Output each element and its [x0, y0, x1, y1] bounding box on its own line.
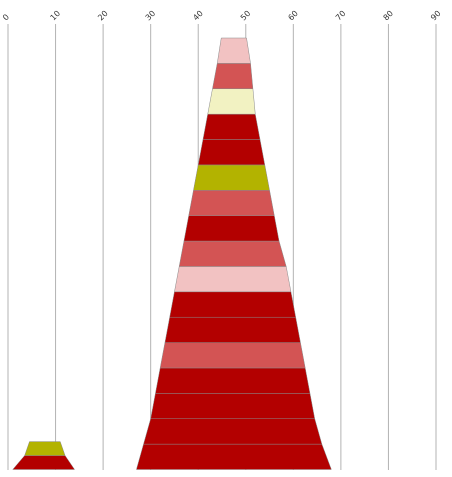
x-tick-label-0: 0 — [1, 12, 11, 22]
x-tick-label-60: 60 — [286, 9, 300, 23]
stack-2-segment-10 — [183, 215, 280, 242]
x-axis-tick-labels: 0 10 20 30 40 50 60 70 80 90 — [1, 9, 443, 23]
stack-2-segment-9 — [178, 240, 287, 267]
pyramid-stacks — [12, 37, 332, 470]
stack-2-segment-7 — [169, 291, 297, 318]
x-tick-label-70: 70 — [334, 9, 348, 23]
x-tick-label-90: 90 — [429, 9, 443, 23]
stack-2-segment-1 — [136, 443, 332, 470]
stack-2-segment-13 — [197, 139, 266, 166]
stack-2-segment-11 — [188, 190, 275, 216]
x-tick-label-40: 40 — [191, 9, 205, 23]
stack-2-segment-2 — [143, 418, 323, 445]
x-tick-label-20: 20 — [96, 9, 110, 23]
stack-2-segment-12 — [193, 164, 270, 191]
stack-2-segment-15 — [207, 88, 256, 115]
stack-1-segment-1 — [12, 455, 76, 470]
x-tick-label-50: 50 — [239, 9, 253, 23]
stack-1 — [12, 441, 76, 470]
stack-2-segment-14 — [202, 113, 261, 140]
x-tick-label-30: 30 — [144, 9, 158, 23]
stack-1-segment-2 — [24, 441, 66, 456]
stack-2-segment-17 — [216, 37, 251, 64]
stack-2 — [136, 37, 332, 470]
stack-2-segment-4 — [155, 367, 311, 394]
x-tick-label-80: 80 — [381, 9, 395, 23]
stack-2-segment-3 — [150, 393, 316, 419]
stack-2-segment-8 — [174, 266, 292, 293]
stack-2-segment-5 — [159, 342, 306, 369]
stack-2-segment-6 — [164, 316, 301, 343]
stack-2-segment-16 — [212, 63, 254, 90]
x-tick-label-10: 10 — [49, 9, 63, 23]
